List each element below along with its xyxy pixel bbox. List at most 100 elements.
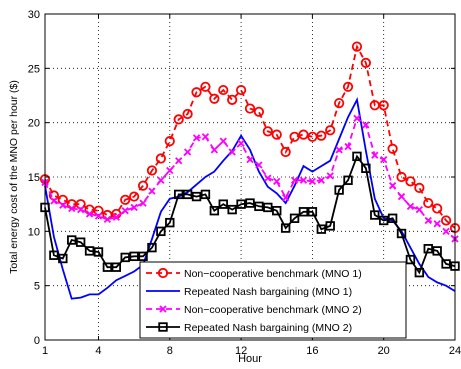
square-marker <box>423 244 433 254</box>
square-marker <box>200 189 211 200</box>
square-marker <box>156 226 166 237</box>
square-marker <box>432 246 442 256</box>
circle-marker <box>182 108 193 120</box>
y-tick-label: 30 <box>28 9 40 21</box>
circle-marker <box>423 197 434 209</box>
circle-marker <box>227 94 238 105</box>
square-marker <box>307 207 318 217</box>
square-marker <box>316 224 327 234</box>
square-marker <box>138 251 148 262</box>
x-marker <box>308 177 317 185</box>
x-marker <box>415 205 423 214</box>
circle-marker <box>414 182 425 193</box>
x-marker <box>201 133 210 141</box>
square-marker <box>227 204 237 215</box>
x-marker <box>335 146 343 154</box>
circle-marker <box>289 131 300 142</box>
axis-ticks: 1 4 8 12 16 20 24 0 5 10 15 20 25 30 <box>28 9 461 357</box>
square-marker <box>111 262 122 272</box>
circle-marker <box>200 81 211 92</box>
x-marker <box>166 166 174 175</box>
square-marker <box>147 242 157 253</box>
x-marker <box>353 114 361 122</box>
circle-marker <box>351 41 363 52</box>
circle-marker <box>378 100 389 111</box>
x-marker <box>159 305 167 313</box>
x-tick-label: 12 <box>235 345 247 357</box>
square-marker <box>254 201 264 212</box>
circle-marker <box>280 146 291 158</box>
square-marker <box>441 259 451 269</box>
circle-marker <box>173 114 184 125</box>
x-marker <box>246 155 254 164</box>
series-3 <box>41 114 459 243</box>
x-marker <box>50 197 58 205</box>
x-marker <box>157 176 165 184</box>
circle-marker <box>146 165 158 176</box>
square-marker <box>129 251 139 262</box>
y-tick-label: 0 <box>34 335 40 347</box>
x-marker <box>112 213 120 221</box>
y-tick-label: 5 <box>34 281 40 293</box>
x-marker <box>388 182 397 190</box>
circle-marker <box>164 136 175 147</box>
x-marker <box>192 134 201 142</box>
legend-item: Repeated Nash bargaining (MNO 2) <box>146 322 352 334</box>
square-marker <box>75 237 86 247</box>
square-marker <box>298 207 309 217</box>
x-marker <box>121 207 129 215</box>
square-marker <box>289 213 300 223</box>
x-marker <box>85 210 94 218</box>
x-marker <box>237 139 245 147</box>
legend-item: Repeated Nash bargaining (MNO 1) <box>146 286 352 298</box>
legend-label: Non−cooperative benchmark (MNO 1) <box>184 268 362 280</box>
square-marker <box>280 223 291 233</box>
square-marker <box>272 205 282 216</box>
legend-label: Non−cooperative benchmark (MNO 2) <box>184 304 362 316</box>
square-marker <box>236 199 246 209</box>
legend: Non−cooperative benchmark (MNO 1) Repeate… <box>139 261 407 339</box>
circle-marker <box>440 215 452 226</box>
x-marker <box>317 176 325 184</box>
x-axis-label: Hour <box>238 353 262 365</box>
square-marker <box>263 202 273 213</box>
square-marker <box>102 262 113 272</box>
square-marker <box>120 252 130 263</box>
circle-marker <box>396 171 407 183</box>
circle-marker <box>235 84 247 96</box>
x-tick-label: 4 <box>95 345 101 357</box>
circle-marker <box>271 129 282 140</box>
circle-marker <box>325 125 336 136</box>
x-marker <box>183 148 192 156</box>
circle-marker <box>298 129 309 140</box>
circle-marker <box>316 130 327 141</box>
x-marker <box>397 192 406 201</box>
x-tick-label: 20 <box>378 345 390 357</box>
square-marker <box>165 217 175 228</box>
y-axis-label: Total energy cost of the MNO per hour ($… <box>8 80 20 274</box>
square-marker <box>361 163 371 174</box>
x-marker <box>94 212 103 220</box>
circle-marker <box>157 267 169 279</box>
x-marker <box>77 205 85 214</box>
square-marker <box>387 213 398 223</box>
square-marker <box>325 221 335 231</box>
square-marker <box>67 235 77 245</box>
x-marker <box>326 172 334 180</box>
circle-marker <box>137 180 149 191</box>
x-marker <box>362 121 370 129</box>
square-marker <box>84 246 95 256</box>
circle-marker <box>387 143 398 154</box>
square-marker <box>334 185 344 195</box>
square-marker <box>405 254 416 265</box>
series-line <box>44 44 456 229</box>
y-tick-label: 15 <box>28 172 40 184</box>
legend-label: Repeated Nash bargaining (MNO 2) <box>184 322 352 334</box>
x-marker <box>264 174 272 182</box>
x-marker <box>371 151 379 159</box>
circle-marker <box>262 126 273 137</box>
square-marker <box>58 253 68 264</box>
square-marker <box>396 228 407 239</box>
x-marker <box>219 137 227 145</box>
